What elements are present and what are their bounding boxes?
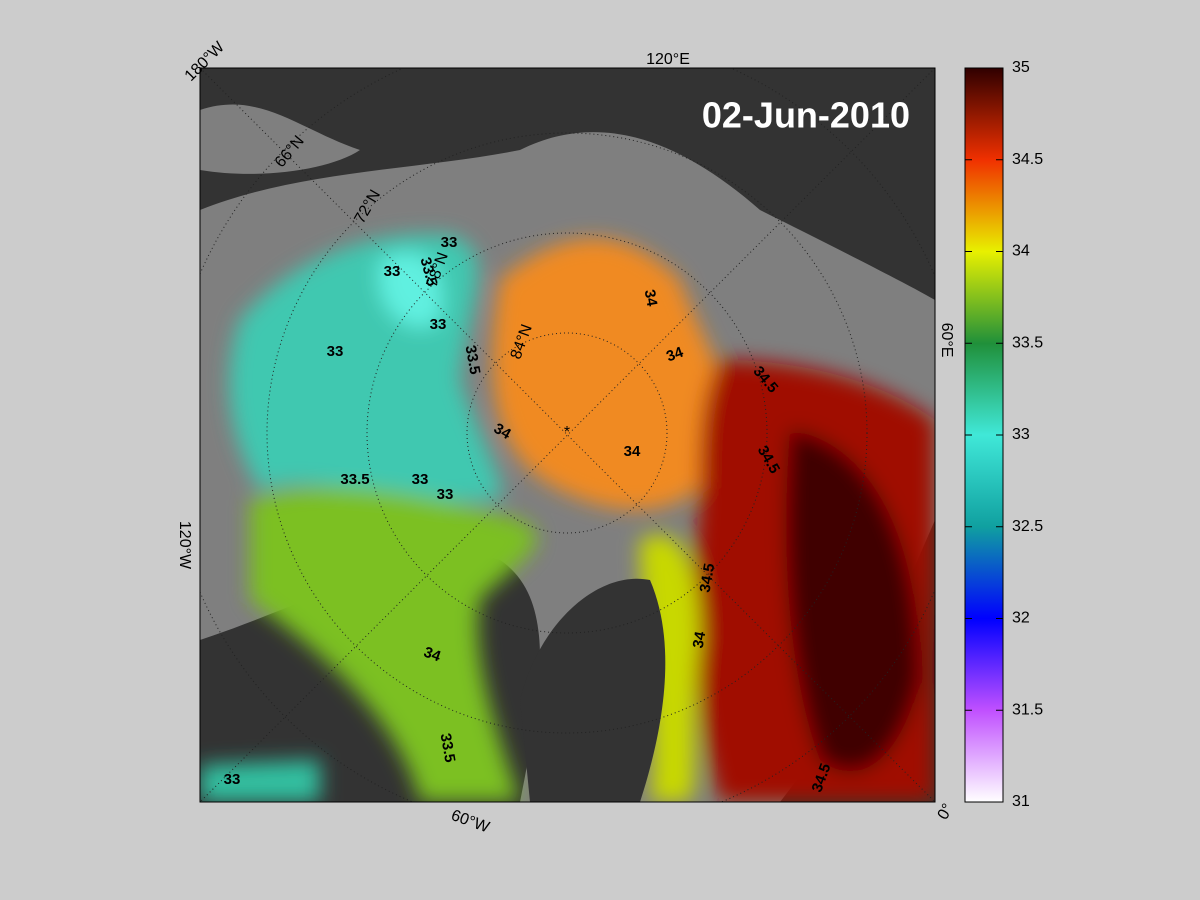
contour-label: 33.5	[340, 471, 369, 488]
contour-label: 33.5	[462, 344, 484, 376]
colorbar-tick-label: 32.5	[1012, 518, 1043, 535]
graticule-label: 120°E	[646, 51, 690, 68]
contour-label: 33	[384, 263, 401, 280]
graticule	[200, 68, 935, 802]
colorbar-tick-label: 33	[1012, 426, 1030, 443]
colorbar-tick-label: 33.5	[1012, 334, 1043, 351]
contour-label: 34	[641, 288, 661, 308]
contour-label: 33.5	[437, 732, 459, 764]
contour-label: 34	[690, 630, 710, 650]
salinity-channels	[250, 487, 537, 802]
colorbar-tick-label: 31	[1012, 793, 1030, 810]
contour-label: 33	[430, 316, 447, 333]
graticule-label: 120°W	[176, 521, 193, 570]
contour-label: 34	[421, 644, 443, 666]
contour-label: 34	[624, 443, 641, 460]
graticule-label: 60°E	[938, 323, 955, 358]
contour-label: 33	[437, 486, 454, 503]
contour-label: 33	[327, 343, 344, 360]
contour-label: 34.5	[697, 562, 719, 594]
map-area: *	[200, 68, 935, 802]
colorbar-tick-label: 34.5	[1012, 151, 1043, 168]
colorbar-tick-label: 35	[1012, 59, 1030, 76]
colorbar-tick-label: 32	[1012, 610, 1030, 627]
salinity-low	[200, 760, 320, 802]
salinity-low	[378, 252, 442, 328]
ocean-no-data	[200, 104, 360, 174]
graticule-label: 0°	[935, 801, 957, 823]
map-frame	[199, 67, 936, 803]
contour-label: 34	[664, 343, 686, 365]
colorbar-tick-label: 31.5	[1012, 701, 1043, 718]
contour-label: 33	[412, 471, 429, 488]
greenland	[520, 578, 666, 802]
salinity-field	[200, 234, 935, 802]
contour-label: 33	[441, 234, 458, 251]
contour-label: 33	[224, 771, 241, 788]
graticule-label: 60°W	[449, 807, 493, 837]
salinity-mid	[492, 238, 726, 510]
contour-label: 34	[491, 420, 515, 443]
date-label: 02-Jun-2010	[702, 95, 910, 136]
contour-label: 33.5	[417, 256, 441, 289]
colorbar-tick-label: 34	[1012, 243, 1030, 260]
pole-marker: *	[564, 424, 570, 441]
salinity-high	[786, 430, 920, 772]
